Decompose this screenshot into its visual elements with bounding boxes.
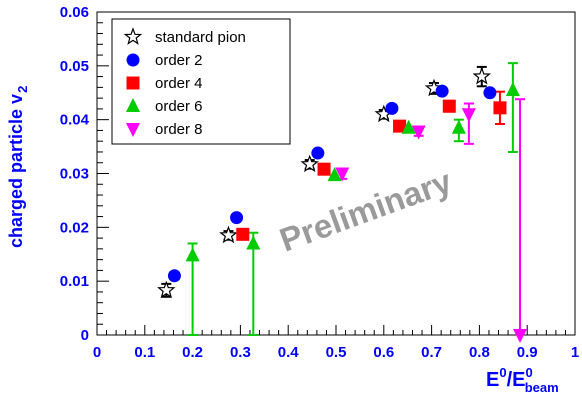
legend: standard pion order 2 order 4 order 6 order … xyxy=(111,18,291,145)
marker-order-4 xyxy=(493,101,507,115)
y-tick-label: 0.01 xyxy=(60,273,89,290)
marker-order-6 xyxy=(505,82,520,97)
x-tick-label: 1 xyxy=(571,344,579,361)
x-tick-label: 0.5 xyxy=(326,344,347,361)
y-tick-label: 0.05 xyxy=(60,58,89,75)
x-tick-label: 0.2 xyxy=(182,344,203,361)
legend-marker-order-6 xyxy=(126,98,140,112)
legend-box xyxy=(111,18,291,145)
marker-order-2 xyxy=(167,269,181,283)
marker-standard-pion xyxy=(472,66,492,85)
x-axis-title-sup2: 0 xyxy=(525,365,532,380)
y-tick-label: 0.02 xyxy=(60,219,89,236)
marker-standard-pion xyxy=(300,154,319,173)
y-axis-title: charged particle v2 xyxy=(6,86,30,248)
marker-standard-pion xyxy=(157,280,176,299)
x-tick-label: 0 xyxy=(93,344,101,361)
x-tick-label: 0.1 xyxy=(134,344,155,361)
legend-label-order-2: order 2 xyxy=(155,52,203,69)
legend-label-order-6: order 6 xyxy=(155,98,203,115)
x-tick-label: 0.4 xyxy=(278,344,300,361)
marker-standard-pion xyxy=(219,225,238,244)
marker-order-6 xyxy=(451,119,466,134)
marker-order-2 xyxy=(311,146,325,160)
y-tick-label: 0.06 xyxy=(60,4,89,21)
marker-order-2 xyxy=(385,101,399,115)
y-axis-title-sub: 2 xyxy=(15,86,30,93)
marker-order-2 xyxy=(435,84,449,98)
y-tick-label: 0.03 xyxy=(60,166,89,183)
x-axis-title: E0/E0 beam xyxy=(486,365,559,395)
x-tick-label: 0.6 xyxy=(373,344,394,361)
legend-label-order-4: order 4 xyxy=(155,75,203,92)
data-markers xyxy=(157,66,528,343)
x-axis-title-e: E xyxy=(486,369,499,391)
marker-order-8 xyxy=(513,329,528,343)
marker-order-2 xyxy=(483,86,497,100)
legend-label-standard-pion: standard pion xyxy=(155,29,246,46)
marker-order-8 xyxy=(411,125,426,140)
x-tick-label: 0.7 xyxy=(421,344,442,361)
x-tick-label: 0.8 xyxy=(469,344,490,361)
x-axis-title-mid: /E xyxy=(507,369,526,391)
marker-order-2 xyxy=(230,211,244,225)
marker-order-4 xyxy=(393,119,407,133)
marker-order-4 xyxy=(236,227,250,241)
legend-marker-order-4 xyxy=(126,76,140,90)
marker-order-6 xyxy=(401,119,416,134)
marker-order-6 xyxy=(246,235,261,250)
legend-label-order-8: order 8 xyxy=(155,121,203,138)
x-axis-title-sub: beam xyxy=(525,380,559,395)
y-tick-label: 0.04 xyxy=(60,112,90,129)
marker-order-8 xyxy=(461,108,476,123)
x-tick-label: 0.9 xyxy=(517,344,538,361)
marker-order-4 xyxy=(442,99,456,113)
legend-marker-standard-pion xyxy=(123,27,143,45)
legend-marker-order-8 xyxy=(126,123,140,137)
legend-marker-order-2 xyxy=(126,53,140,67)
x-tick-label: 0.3 xyxy=(230,344,251,361)
marker-order-4 xyxy=(317,162,331,176)
marker-order-6 xyxy=(185,247,200,262)
marker-order-8 xyxy=(335,167,350,182)
x-axis-title-sup1: 0 xyxy=(499,365,506,380)
y-axis-title-main: charged particle v xyxy=(6,94,26,248)
preliminary-watermark: Preliminary xyxy=(275,162,457,258)
marker-order-6 xyxy=(327,167,342,182)
y-tick-label: 0 xyxy=(81,327,89,344)
